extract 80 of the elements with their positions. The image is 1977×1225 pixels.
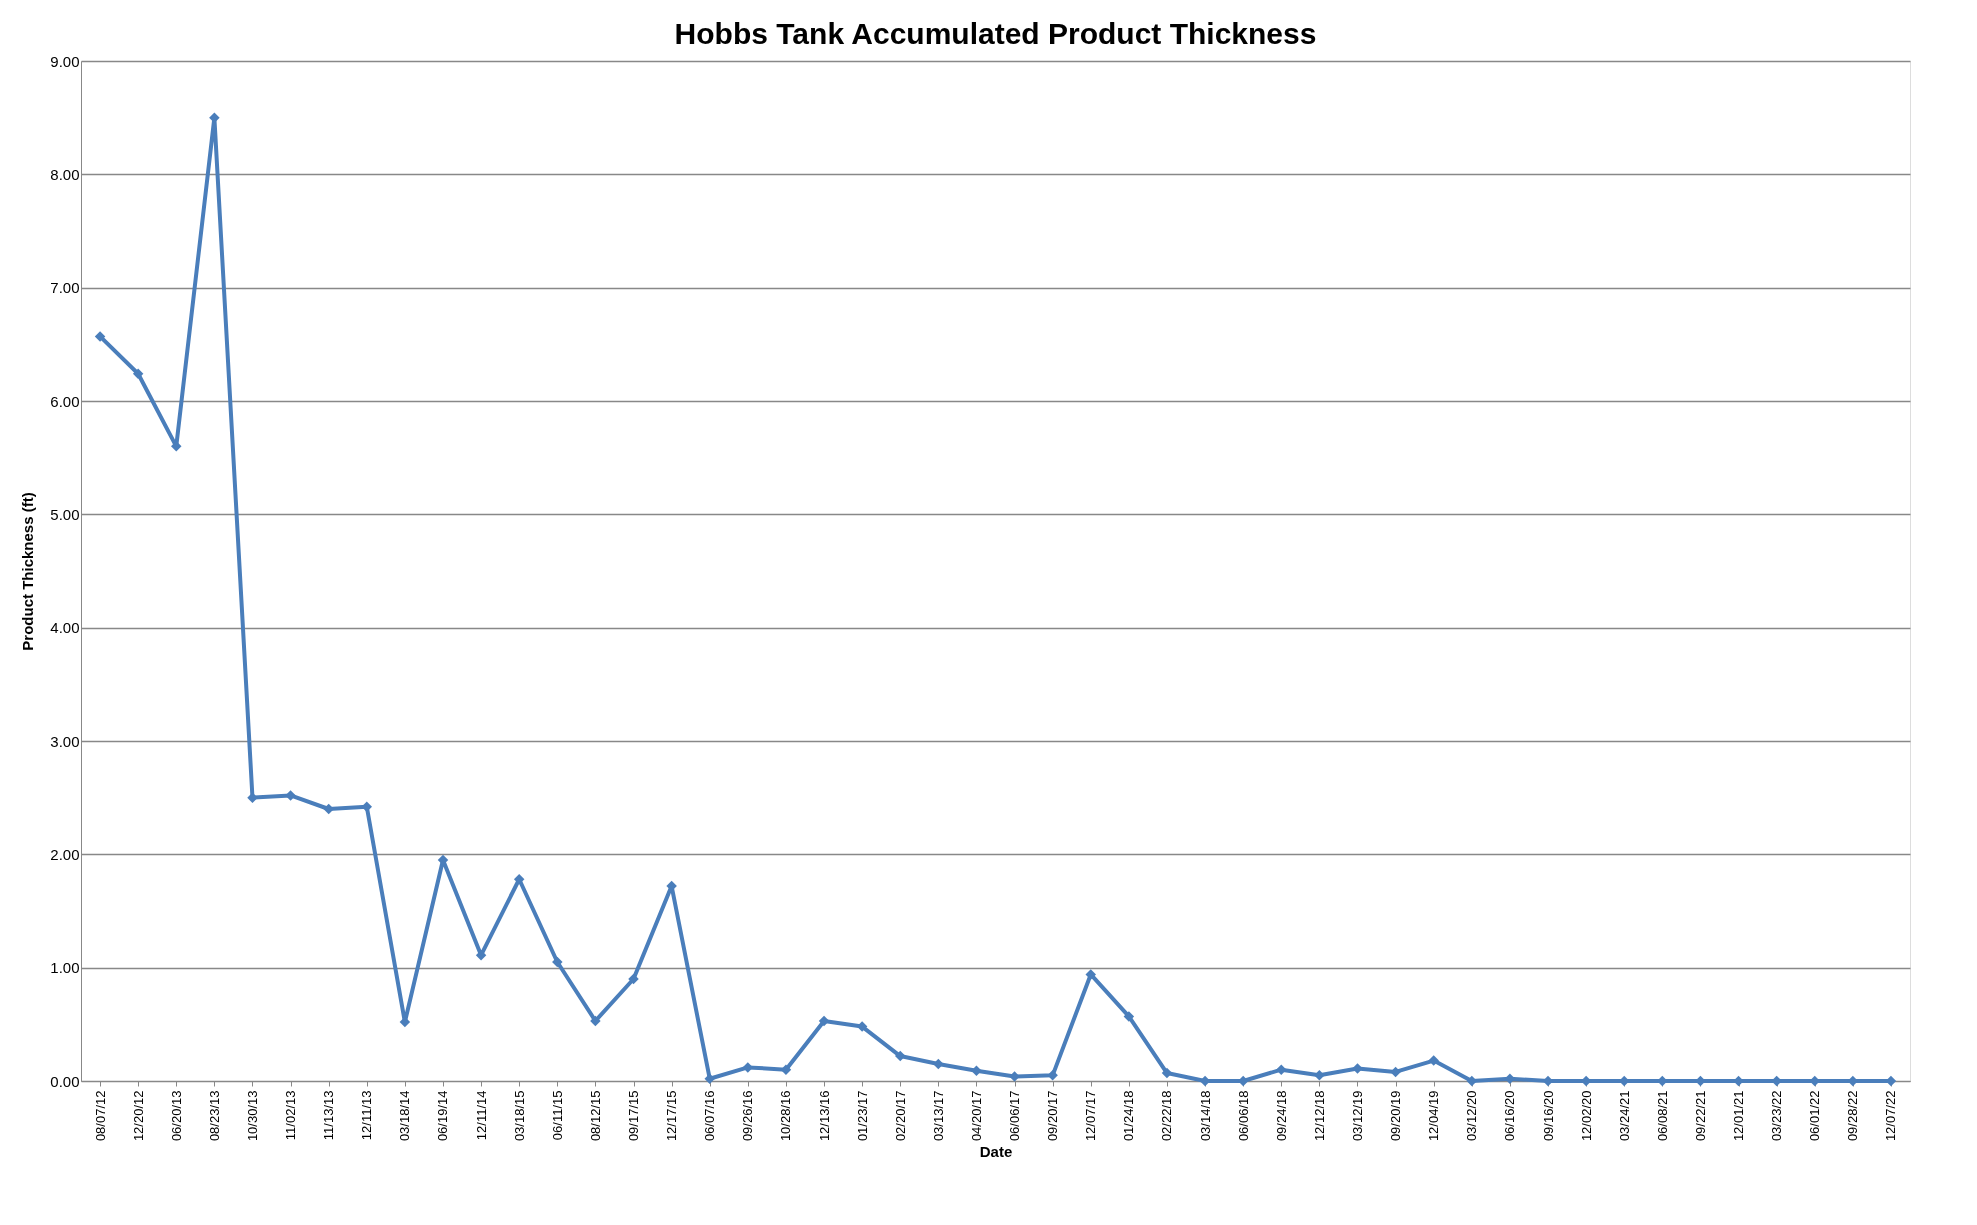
x-tick-label: 10/28/16	[778, 1090, 794, 1142]
y-tick-label: 6.00	[50, 392, 80, 410]
y-tick-label: 9.00	[50, 52, 80, 70]
x-tick-label: 12/17/15	[664, 1090, 680, 1142]
x-tick-label: 11/13/13	[321, 1090, 337, 1141]
x-tick-label: 12/13/16	[816, 1090, 832, 1142]
x-tick-label: 09/22/21	[1692, 1090, 1708, 1142]
x-tick-label: 06/06/17	[1007, 1090, 1023, 1142]
x-tick-label: 03/24/21	[1616, 1090, 1632, 1142]
y-tick-label: 0.00	[50, 1072, 80, 1090]
x-tick-label: 12/04/19	[1426, 1090, 1442, 1142]
x-tick-label: 09/17/15	[626, 1090, 642, 1142]
x-tick-label: 09/28/22	[1845, 1090, 1861, 1142]
x-tick-label: 06/16/20	[1502, 1090, 1518, 1142]
point	[1085, 969, 1096, 980]
x-tick-label: 10/30/13	[244, 1090, 260, 1142]
chart-title: Hobbs Tank Accumulated Product Thickness	[674, 17, 1317, 50]
x-tick-label: 02/22/18	[1159, 1090, 1175, 1142]
x-tick-label: 08/23/13	[206, 1090, 222, 1142]
point	[628, 973, 639, 985]
point	[1352, 1063, 1363, 1074]
y-axis-title: Product Thickness (ft)	[19, 492, 37, 651]
y-tick-label: 5.00	[50, 505, 80, 523]
point	[590, 1015, 601, 1027]
x-tick-label: 02/20/17	[892, 1090, 908, 1142]
x-tick-label: 06/01/22	[1807, 1090, 1823, 1142]
x-tick-label: 09/16/20	[1540, 1090, 1556, 1142]
x-tick-label: 01/24/18	[1121, 1090, 1137, 1142]
x-tick-label: 12/07/17	[1083, 1090, 1099, 1142]
x-tick-label: 01/23/17	[854, 1090, 870, 1142]
x-tick-label: 03/12/19	[1349, 1090, 1365, 1142]
x-tick-label: 12/11/13	[359, 1090, 375, 1141]
x-tick-label: 06/08/21	[1654, 1090, 1670, 1142]
point	[895, 1050, 906, 1062]
x-tick-label: 03/14/18	[1197, 1090, 1213, 1142]
x-tick-label: 06/19/14	[435, 1090, 451, 1142]
point	[209, 112, 220, 123]
x-tick-label: 03/12/20	[1464, 1090, 1480, 1142]
x-tick-label: 12/20/12	[130, 1090, 146, 1142]
x-tick-label: 08/12/15	[587, 1090, 603, 1142]
x-tick-label: 11/02/13	[283, 1090, 299, 1141]
x-tick-label: 12/12/18	[1311, 1090, 1327, 1142]
x-tick-label: 03/13/17	[930, 1090, 946, 1142]
x-tick-label: 03/18/14	[397, 1090, 413, 1142]
x-tick-label: 12/01/21	[1731, 1090, 1747, 1142]
x-tick-label: 06/06/18	[1235, 1090, 1251, 1142]
x-tick-label: 03/18/15	[511, 1090, 527, 1142]
y-tick-label: 1.00	[50, 959, 80, 977]
point	[323, 803, 334, 815]
y-tick-label: 2.00	[50, 845, 80, 863]
x-tick-label: 06/11/15	[549, 1090, 565, 1141]
x-tick-label: 09/20/17	[1045, 1090, 1061, 1142]
y-tick-label: 3.00	[50, 732, 80, 750]
point	[971, 1065, 982, 1077]
point	[513, 874, 525, 885]
point	[1390, 1066, 1401, 1078]
y-tick-label: 7.00	[50, 279, 80, 297]
x-tick-label: 12/02/20	[1578, 1090, 1594, 1142]
x-tick-label: 12/07/22	[1883, 1090, 1899, 1142]
x-tick-label: 04/20/17	[968, 1090, 984, 1142]
x-tick-label: 06/07/16	[702, 1090, 718, 1142]
point	[1428, 1055, 1439, 1066]
x-tick-label: 06/20/13	[168, 1090, 184, 1142]
point	[552, 956, 563, 968]
point	[1314, 1070, 1325, 1081]
x-tick-label: 09/20/19	[1388, 1090, 1404, 1142]
point	[1123, 1011, 1135, 1022]
x-tick-label: 08/07/12	[92, 1090, 108, 1142]
y-tick-label: 8.00	[50, 165, 80, 183]
x-tick-label: 03/23/22	[1769, 1090, 1785, 1142]
point	[933, 1058, 944, 1070]
x-tick-label: 09/26/16	[740, 1090, 756, 1142]
x-tick-label: 12/11/14	[473, 1090, 489, 1141]
point	[1276, 1064, 1287, 1075]
x-tick-label: 09/24/18	[1273, 1090, 1289, 1142]
point	[132, 368, 144, 380]
point	[94, 331, 106, 342]
point	[704, 1073, 715, 1084]
y-tick-label: 4.00	[50, 619, 80, 637]
x-axis-title: Date	[979, 1143, 1013, 1161]
